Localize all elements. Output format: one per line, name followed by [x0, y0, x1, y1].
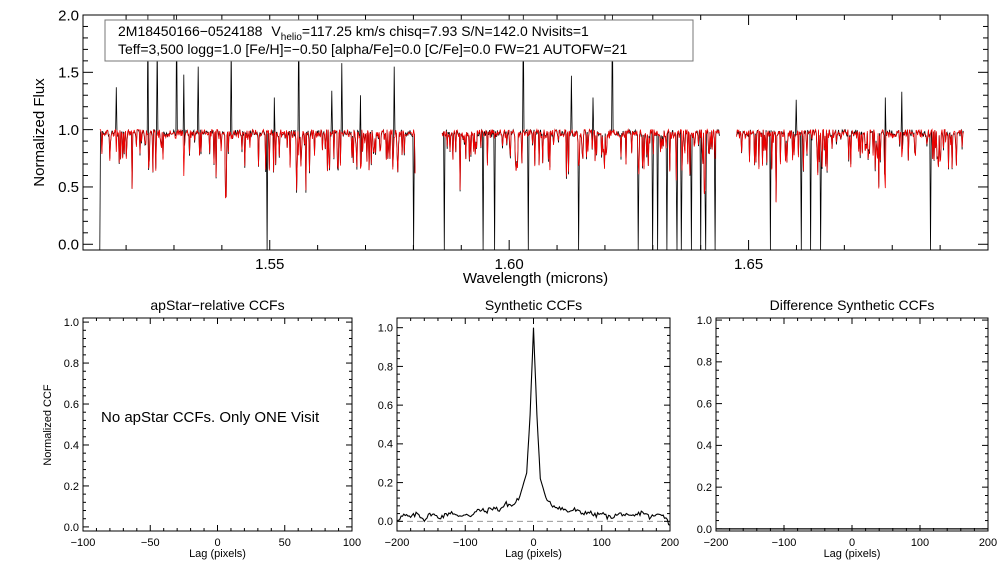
synthetic-ccf-line: [396, 327, 671, 526]
spectrum-y-tick-label: 0.0: [58, 237, 79, 254]
difference-ccf-x-tick-label: 200: [979, 537, 997, 549]
difference-ccf-x-tick-label: 100: [911, 537, 929, 549]
synthetic-ccf-y-tick-label: 0.4: [378, 439, 393, 451]
difference-ccf-x-label: Lag (pixels): [824, 548, 881, 560]
synthetic-ccf-axes: −200 −100 0 100 200 0.0 0.2 0.4 0.6 0.8 1.0: [378, 318, 679, 549]
synthetic-ccf-x-tick-label: 0: [530, 537, 536, 549]
info-star-id: 2M18450166−0524188: [118, 23, 263, 39]
synthetic-ccf-x-label: Lag (pixels): [505, 548, 562, 560]
apstar-ccf-x-tick-label: −100: [71, 537, 96, 549]
apstar-ccf-y-tick-label: 0.2: [64, 481, 79, 493]
spectrum-frame: [82, 14, 989, 251]
apstar-ccf-y-tick-label: 0.0: [64, 522, 79, 534]
spectrum-panel: 1.55 1.60 1.65 0.0 0.5 1.0 1.5 2.0 Wavelength (…: [31, 7, 989, 287]
difference-ccf-x-tick-label: −100: [772, 537, 797, 549]
apstar-ccf-y-tick-label: 0.4: [64, 440, 79, 452]
spectrum-plot-area: [99, 14, 964, 251]
apstar-ccf-y-tick-label: 0.8: [64, 358, 79, 370]
difference-ccf-y-tick-label: 0.0: [697, 524, 712, 536]
apstar-ccf-x-tick-label: 0: [214, 537, 220, 549]
apstar-ccf-x-tick-label: 100: [343, 537, 361, 549]
apstar-ccf-x-tick-label: −50: [141, 537, 160, 549]
difference-ccf-panel: Difference Synthetic CCFs −200 −100 0 100 20…: [697, 297, 997, 560]
synthetic-ccf-title: Synthetic CCFs: [485, 297, 582, 313]
apstar-ccf-title: apStar−relative CCFs: [150, 297, 284, 313]
apstar-ccf-x-tick-label: 50: [279, 537, 291, 549]
spectrum-y-tick-label: 1.0: [58, 122, 79, 139]
synthetic-ccf-y-tick-label: 0.8: [378, 361, 393, 373]
info-line-2: Teff=3,500 logg=1.0 [Fe/H]=−0.50 [alpha/…: [118, 41, 627, 57]
synthetic-ccf-plot-area: [396, 327, 671, 526]
info-v-symbol: V: [271, 23, 281, 39]
spectrum-x-tick-label: 1.55: [255, 256, 284, 273]
difference-ccf-y-tick-label: 1.0: [697, 315, 712, 327]
synthetic-ccf-y-tick-label: 0.0: [378, 516, 393, 528]
synthetic-ccf-x-tick-label: 100: [593, 537, 611, 549]
info-line-1-values: =117.25 km/s chisq=7.93 S/N=142.0 Nvisit…: [302, 23, 589, 39]
difference-ccf-axes: −200 −100 0 100 200 0.0 0.2 0.4 0.6 0.8 1.0: [697, 315, 997, 549]
spectrum-axes: 1.55 1.60 1.65 0.0 0.5 1.0 1.5 2.0: [58, 7, 988, 273]
spectrum-x-label: Wavelength (microns): [463, 270, 608, 287]
synthetic-ccf-y-tick-label: 0.6: [378, 400, 393, 412]
info-line-1: 2M18450166−0524188 Vhelio=117.25 km/s chi…: [118, 23, 589, 43]
difference-ccf-y-tick-label: 0.6: [697, 398, 712, 410]
synthetic-ccf-x-tick-label: −100: [453, 537, 478, 549]
no-ccf-annotation: No apStar CCFs. Only ONE Visit: [101, 409, 320, 426]
apstar-ccf-y-label: Normalized CCF: [42, 384, 54, 466]
spectrum-y-label: Normalized Flux: [31, 78, 48, 187]
observed-spectrum-chip-3: [736, 91, 964, 251]
model-spectrum-chip-3: [736, 128, 964, 203]
difference-ccf-y-tick-label: 0.8: [697, 357, 712, 369]
spectrum-info-box: 2M18450166−0524188 Vhelio=117.25 km/s chi…: [104, 19, 694, 62]
spectrum-y-tick-label: 1.5: [58, 65, 79, 82]
difference-ccf-x-tick-label: 0: [849, 537, 855, 549]
apstar-ccf-x-label: Lag (pixels): [189, 548, 246, 560]
spectrum-y-tick-label: 0.5: [58, 179, 79, 196]
info-box-frame: [104, 19, 694, 62]
synthetic-ccf-y-tick-label: 0.2: [378, 477, 393, 489]
difference-ccf-frame: [715, 317, 989, 532]
model-spectrum-chip-1: [99, 128, 416, 199]
difference-ccf-title: Difference Synthetic CCFs: [770, 297, 935, 313]
spectrum-y-tick-label: 2.0: [58, 7, 79, 24]
synthetic-ccf-x-tick-label: 200: [661, 537, 679, 549]
apstar-ccf-panel: apStar−relative CCFs −100 −50 0 50 100 0.0 0.2…: [42, 297, 361, 560]
apstar-ccf-y-tick-label: 1.0: [64, 317, 79, 329]
model-spectrum-chip-2: [441, 128, 720, 195]
difference-ccf-x-tick-label: −200: [704, 537, 729, 549]
spectrum-x-tick-label: 1.65: [734, 256, 763, 273]
info-v-subscript: helio: [281, 32, 303, 43]
difference-ccf-y-tick-label: 0.2: [697, 482, 712, 494]
synthetic-ccf-x-tick-label: −200: [385, 537, 410, 549]
apstar-ccf-axes: −100 −50 0 50 100 0.0 0.2 0.4 0.6 0.8 1.0: [64, 317, 361, 549]
synthetic-ccf-frame: [396, 317, 671, 532]
synthetic-ccf-y-tick-label: 1.0: [378, 323, 393, 335]
synthetic-ccf-panel: Synthetic CCFs −200 −100 0 100 200 0.0 0.2 0.4 0…: [378, 297, 679, 560]
difference-ccf-y-tick-label: 0.4: [697, 440, 712, 452]
apstar-ccf-y-tick-label: 0.6: [64, 399, 79, 411]
spectrum-x-tick-label: 1.60: [495, 256, 524, 273]
